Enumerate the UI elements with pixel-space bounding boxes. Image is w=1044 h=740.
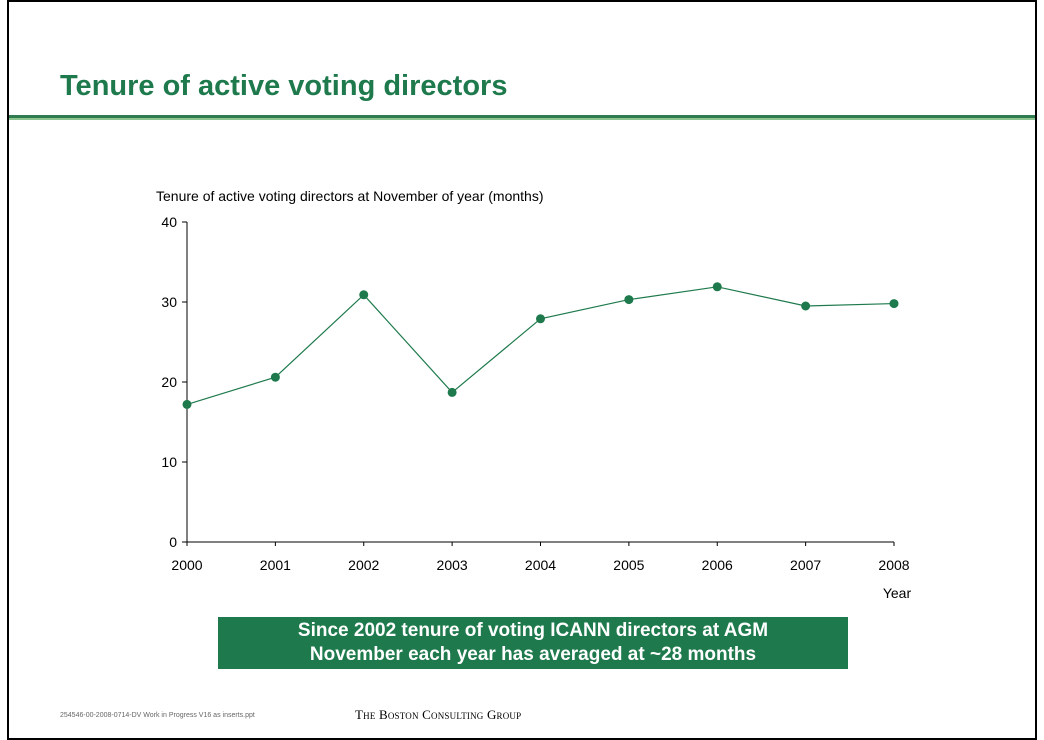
slide-frame [7, 0, 1037, 740]
data-point-2007 [801, 301, 811, 311]
data-point-2008 [889, 299, 899, 309]
chart-title: Tenure of active voting directors at Nov… [156, 188, 544, 204]
series-line [186, 286, 895, 405]
data-point-2002 [359, 290, 369, 300]
data-point-2006 [712, 282, 722, 292]
x-tick-label: 2000 [171, 557, 202, 573]
y-tick-label: 0 [169, 534, 177, 550]
x-tick-label: 2006 [702, 557, 733, 573]
callout-line-1: Since 2002 tenure of voting ICANN direct… [297, 620, 769, 641]
x-tick-label: 2007 [790, 557, 821, 573]
key-takeaway-callout: Since 2002 tenure of voting ICANN direct… [218, 617, 848, 669]
data-point-2000 [182, 399, 192, 409]
callout-line-2: November each year has averaged at ~28 m… [309, 644, 757, 665]
data-point-2001 [270, 372, 280, 382]
y-tick-label: 20 [161, 374, 177, 390]
data-point-2003 [447, 387, 457, 397]
x-axis-label: Year [883, 585, 912, 601]
y-tick-label: 30 [161, 294, 177, 310]
x-tick-label: 2003 [437, 557, 468, 573]
slide-title: Tenure of active voting directors [60, 70, 508, 102]
title-rule [9, 115, 1035, 118]
data-point-2005 [624, 295, 634, 305]
x-tick-label: 2005 [613, 557, 644, 573]
x-tick-label: 2008 [878, 557, 909, 573]
x-tick-label: 2004 [525, 557, 556, 573]
data-point-2004 [536, 314, 545, 324]
x-tick-label: 2002 [348, 557, 379, 573]
title-rule-accent [9, 118, 1035, 120]
x-tick-label: 2001 [260, 557, 291, 573]
y-tick-label: 40 [161, 214, 177, 230]
bcg-logo: The Boston Consulting Group [355, 707, 522, 722]
y-tick-label: 10 [161, 454, 177, 470]
line-chart: Tenure of active voting directors at Nov… [156, 188, 912, 601]
footer-document-id: 254546-00-2008-0714-DV Work in Progress … [60, 712, 255, 719]
